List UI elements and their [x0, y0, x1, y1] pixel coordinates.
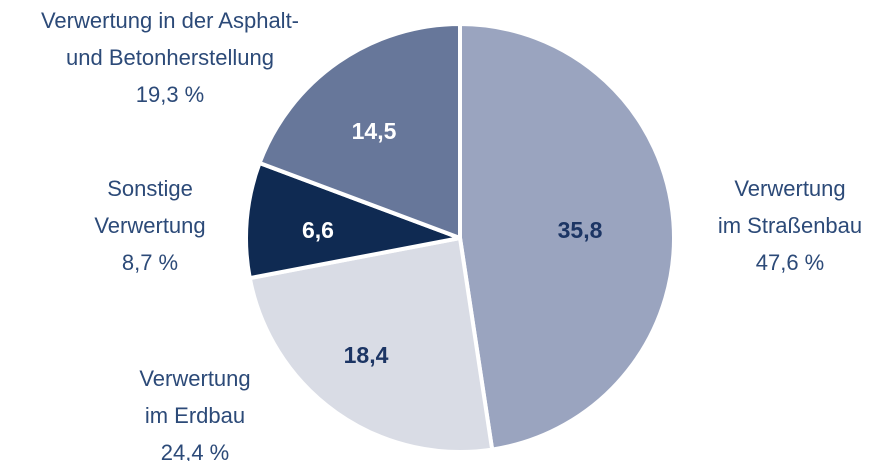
category-label: Verwertung: [734, 176, 845, 201]
value-label: 35,8: [558, 217, 603, 243]
percent-label: 8,7 %: [122, 250, 178, 275]
category-label: Verwertung: [139, 366, 250, 391]
value-label: 14,5: [352, 118, 397, 144]
value-label: 18,4: [344, 342, 389, 368]
pie-slice: [244, 160, 462, 281]
percent-label: 47,6 %: [756, 250, 825, 275]
category-label: im Erdbau: [145, 403, 245, 428]
percent-label: 24,4 %: [161, 440, 230, 461]
category-label: Sonstige: [107, 176, 193, 201]
category-label: Verwertung: [94, 213, 205, 238]
pie-slice: [247, 236, 495, 454]
category-label: im Straßenbau: [718, 213, 862, 238]
category-label: und Betonherstellung: [66, 45, 274, 70]
value-label: 6,6: [302, 217, 334, 243]
percent-label: 19,3 %: [136, 82, 205, 107]
pie-slice: [458, 22, 676, 452]
category-label: Verwertung in der Asphalt-: [41, 8, 299, 33]
pie-slice: [257, 22, 462, 240]
